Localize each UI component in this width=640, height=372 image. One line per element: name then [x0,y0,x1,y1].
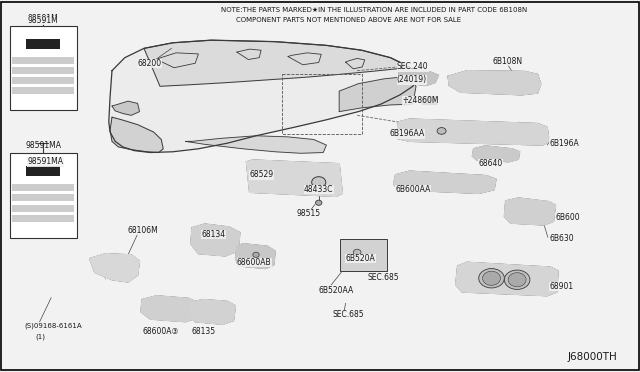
Bar [12,205,74,212]
Text: 6B108N: 6B108N [493,57,523,66]
Polygon shape [448,71,541,95]
Text: 68135: 68135 [192,327,216,336]
Ellipse shape [483,271,500,285]
Text: 68529: 68529 [250,170,274,179]
Text: (S)09168-6161A: (S)09168-6161A [24,322,82,329]
Ellipse shape [212,232,220,238]
Text: 6B196A: 6B196A [549,139,579,148]
Polygon shape [339,76,416,112]
Polygon shape [246,160,342,196]
Text: 68200: 68200 [138,59,162,68]
Bar [12,67,74,74]
Text: 6B520A: 6B520A [346,254,375,263]
Text: 6B600: 6B600 [556,213,580,222]
Bar [10,153,77,238]
Text: 68134: 68134 [202,230,226,239]
Text: 68600AB: 68600AB [237,258,271,267]
Text: 68106M: 68106M [128,226,159,235]
Polygon shape [90,254,140,282]
Text: 98591MA: 98591MA [25,141,61,150]
Text: (1): (1) [35,333,45,340]
Bar [12,87,74,94]
Bar [26,39,60,49]
Text: NOTE:THE PARTS MARKED★IN THE ILLUSTRATION ARE INCLUDED IN PART CODE 6B108N: NOTE:THE PARTS MARKED★IN THE ILLUSTRATIO… [221,7,527,13]
Polygon shape [144,40,410,86]
Ellipse shape [253,252,259,257]
Text: SEC.240: SEC.240 [397,62,428,71]
Bar [12,215,74,222]
Text: ☥24860M: ☥24860M [402,96,438,105]
Text: 68901: 68901 [549,282,573,291]
Polygon shape [236,244,275,269]
Polygon shape [141,296,198,322]
Ellipse shape [479,269,504,288]
Polygon shape [472,146,520,162]
Polygon shape [191,224,240,256]
Text: COMPONENT PARTS NOT MENTIONED ABOVE ARE NOT FOR SALE: COMPONENT PARTS NOT MENTIONED ABOVE ARE … [236,17,461,23]
Text: 6B600AA: 6B600AA [396,185,431,194]
Text: 6B630: 6B630 [549,234,573,243]
Polygon shape [110,117,163,153]
Polygon shape [394,171,496,193]
Text: J68000TH: J68000TH [568,352,618,362]
Text: 68600A③: 68600A③ [142,327,179,336]
Polygon shape [397,119,549,145]
Text: SEC.685: SEC.685 [333,310,364,319]
Polygon shape [398,69,438,86]
Polygon shape [504,198,556,225]
Text: 98591MA: 98591MA [28,157,63,166]
Ellipse shape [353,249,361,255]
Text: SEC.685: SEC.685 [368,273,399,282]
Ellipse shape [504,270,530,289]
Text: 98591M: 98591M [28,14,59,23]
Text: 6B196AA: 6B196AA [389,129,424,138]
Ellipse shape [312,177,326,188]
Ellipse shape [437,128,446,134]
Text: 6B520AA: 6B520AA [319,286,354,295]
Polygon shape [189,299,236,324]
Bar [26,166,60,176]
Bar [10,26,77,110]
Bar [340,239,387,271]
Polygon shape [109,40,419,153]
Bar [12,77,74,84]
Polygon shape [456,262,558,296]
Ellipse shape [316,200,322,205]
Text: 98515: 98515 [297,209,321,218]
Polygon shape [186,136,326,153]
Text: 68640: 68640 [479,159,503,168]
Text: 48433C: 48433C [304,185,333,194]
Bar [422,96,436,104]
Text: (24019): (24019) [397,76,427,84]
Text: 98591M: 98591M [28,16,58,25]
Ellipse shape [508,273,526,287]
Bar [12,184,74,191]
Polygon shape [112,101,140,115]
Bar [12,195,74,201]
Bar [12,57,74,64]
